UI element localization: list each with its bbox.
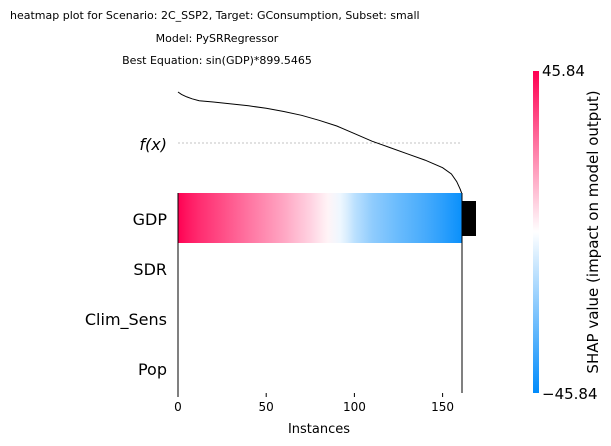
x-tick-label: 0	[174, 400, 182, 414]
feature-label-sdr: SDR	[133, 260, 167, 279]
gdp-heatmap-row	[178, 193, 462, 243]
title-line-3: Best Equation: sin(GDP)*899.5465	[122, 54, 312, 67]
x-axis-label: Instances	[288, 422, 350, 437]
colorbar-label: SHAP value (impact on model output)	[584, 90, 602, 373]
title-line-1: heatmap plot for Scenario: 2C_SSP2, Targ…	[10, 9, 420, 22]
feature-label-gdp: GDP	[133, 210, 168, 229]
colorbar	[533, 71, 539, 393]
colorbar-max-label: 45.84	[542, 62, 585, 80]
x-tick-label: 50	[259, 400, 274, 414]
fx-curve	[177, 91, 463, 195]
x-tick-label: 150	[431, 400, 454, 414]
x-axis-ticks: 0 50 100 150	[174, 393, 454, 414]
title-line-2: Model: PySRRegressor	[156, 32, 279, 45]
x-tick-label: 100	[343, 400, 366, 414]
colorbar-min-label: −45.84	[542, 385, 598, 403]
fx-label: f(x)	[139, 135, 167, 154]
feature-label-pop: Pop	[138, 360, 167, 379]
feature-label-clim-sens: Clim_Sens	[85, 310, 167, 330]
feature-importance-bar-gdp	[462, 201, 476, 236]
